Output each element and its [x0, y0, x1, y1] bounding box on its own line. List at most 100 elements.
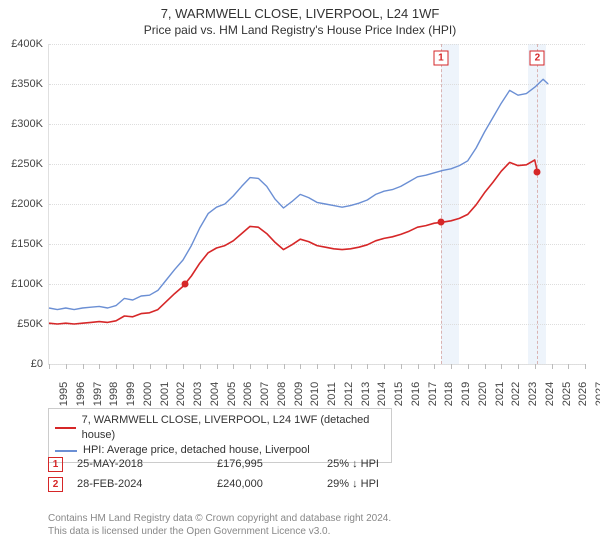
x-tick-mark: [267, 364, 268, 369]
y-tick-label: £150K: [11, 238, 49, 250]
x-tick-label: 2014: [374, 382, 388, 406]
x-tick-label: 2022: [508, 382, 522, 406]
x-tick-mark: [451, 364, 452, 369]
x-tick-label: 2018: [441, 382, 455, 406]
marker-square: 2: [530, 51, 545, 66]
x-tick-label: 2001: [157, 382, 171, 406]
sale-date: 28-FEB-2024: [77, 478, 217, 490]
y-tick-label: £200K: [11, 198, 49, 210]
x-tick-label: 2000: [140, 382, 154, 406]
x-tick-label: 1996: [73, 382, 87, 406]
sale-marker-square: 1: [48, 457, 63, 472]
x-tick-mark: [317, 364, 318, 369]
x-tick-label: 2002: [173, 382, 187, 406]
series-hpi: [49, 79, 548, 309]
footer-attribution: Contains HM Land Registry data © Crown c…: [48, 512, 391, 538]
x-tick-label: 2005: [224, 382, 238, 406]
x-tick-mark: [183, 364, 184, 369]
x-tick-label: 2026: [575, 382, 589, 406]
x-tick-mark: [334, 364, 335, 369]
x-tick-mark: [99, 364, 100, 369]
plot-area: £0£50K£100K£150K£200K£250K£300K£350K£400…: [48, 44, 585, 365]
sale-price: £240,000: [217, 478, 327, 490]
x-tick-mark: [518, 364, 519, 369]
footer-line-2: This data is licensed under the Open Gov…: [48, 525, 391, 538]
x-tick-mark: [250, 364, 251, 369]
x-tick-mark: [300, 364, 301, 369]
x-tick-label: 2019: [458, 382, 472, 406]
x-tick-mark: [150, 364, 151, 369]
x-tick-mark: [468, 364, 469, 369]
sale-price: £176,995: [217, 458, 327, 470]
x-tick-mark: [66, 364, 67, 369]
x-tick-mark: [501, 364, 502, 369]
x-tick-mark: [116, 364, 117, 369]
x-tick-label: 2006: [240, 382, 254, 406]
data-point-dot: [437, 219, 444, 226]
sale-pct-vs-hpi: 25% ↓ HPI: [327, 458, 437, 470]
x-tick-mark: [401, 364, 402, 369]
sale-row: 1 25-MAY-2018£176,99525% ↓ HPI: [48, 454, 437, 474]
x-tick-label: 2023: [525, 382, 539, 406]
sale-marker-square: 2: [48, 477, 63, 492]
y-tick-label: £50K: [17, 318, 49, 330]
x-tick-mark: [284, 364, 285, 369]
x-tick-label: 2011: [324, 382, 338, 406]
x-tick-label: 1995: [56, 382, 70, 406]
y-tick-label: £250K: [11, 158, 49, 170]
x-tick-label: 2015: [391, 382, 405, 406]
x-tick-label: 2008: [274, 382, 288, 406]
x-tick-label: 2024: [542, 382, 556, 406]
sale-row: 2 28-FEB-2024£240,00029% ↓ HPI: [48, 474, 437, 494]
x-tick-mark: [485, 364, 486, 369]
chart-lines: [49, 44, 585, 364]
x-tick-label: 2003: [190, 382, 204, 406]
x-tick-mark: [83, 364, 84, 369]
x-tick-mark: [535, 364, 536, 369]
x-tick-mark: [217, 364, 218, 369]
x-tick-mark: [49, 364, 50, 369]
x-tick-mark: [418, 364, 419, 369]
x-tick-label: 2025: [559, 382, 573, 406]
x-tick-mark: [166, 364, 167, 369]
legend-item: 7, WARMWELL CLOSE, LIVERPOOL, L24 1WF (d…: [55, 413, 385, 443]
x-tick-label: 2012: [341, 382, 355, 406]
x-tick-label: 2027: [592, 382, 600, 406]
x-tick-mark: [200, 364, 201, 369]
sales-table: 1 25-MAY-2018£176,99525% ↓ HPI 2 28-FEB-202…: [48, 454, 437, 494]
marker-square: 1: [433, 51, 448, 66]
y-tick-label: £400K: [11, 38, 49, 50]
y-tick-label: £350K: [11, 78, 49, 90]
chart-subtitle: Price paid vs. HM Land Registry's House …: [0, 21, 600, 41]
x-tick-mark: [133, 364, 134, 369]
x-tick-label: 2007: [257, 382, 271, 406]
x-tick-label: 2013: [358, 382, 372, 406]
y-tick-label: £300K: [11, 118, 49, 130]
y-tick-label: £0: [31, 358, 49, 370]
footer-line-1: Contains HM Land Registry data © Crown c…: [48, 512, 391, 525]
x-tick-label: 2009: [291, 382, 305, 406]
x-tick-label: 2020: [475, 382, 489, 406]
sale-pct-vs-hpi: 29% ↓ HPI: [327, 478, 437, 490]
chart-title: 7, WARMWELL CLOSE, LIVERPOOL, L24 1WF: [0, 0, 600, 21]
x-tick-mark: [233, 364, 234, 369]
x-tick-mark: [585, 364, 586, 369]
x-tick-label: 2021: [492, 382, 506, 406]
x-tick-label: 2016: [408, 382, 422, 406]
data-point-dot: [534, 169, 541, 176]
x-tick-label: 2017: [425, 382, 439, 406]
x-tick-label: 1999: [123, 382, 137, 406]
x-tick-mark: [384, 364, 385, 369]
chart-container: 7, WARMWELL CLOSE, LIVERPOOL, L24 1WF Pr…: [0, 0, 600, 560]
x-tick-label: 1998: [106, 382, 120, 406]
sale-date: 25-MAY-2018: [77, 458, 217, 470]
legend-swatch: [55, 427, 76, 429]
y-tick-label: £100K: [11, 278, 49, 290]
x-tick-label: 2004: [207, 382, 221, 406]
x-tick-mark: [367, 364, 368, 369]
x-tick-mark: [434, 364, 435, 369]
legend-swatch: [55, 450, 77, 452]
x-tick-mark: [568, 364, 569, 369]
x-tick-label: 2010: [307, 382, 321, 406]
legend-label: 7, WARMWELL CLOSE, LIVERPOOL, L24 1WF (d…: [82, 413, 385, 443]
